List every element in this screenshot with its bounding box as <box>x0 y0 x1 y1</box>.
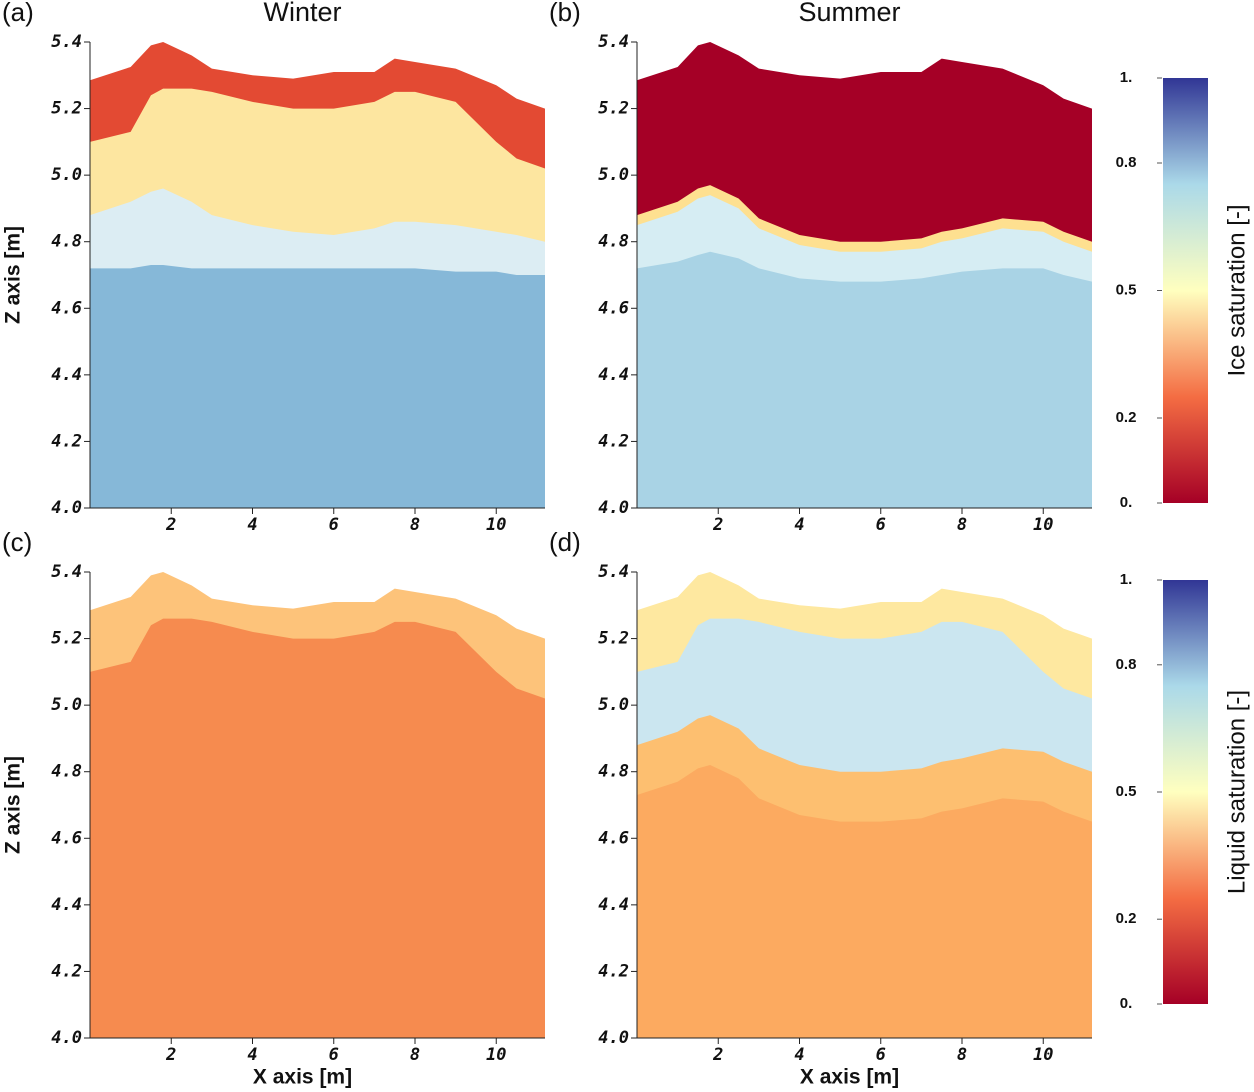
colorbar-tick-label: 0.8 <box>1116 656 1137 673</box>
plot-area <box>90 572 545 1038</box>
colorbar-label: Liquid saturation [-] <box>1223 690 1250 894</box>
layer <box>637 251 1092 508</box>
y-tick-label: 4.0 <box>598 1028 629 1048</box>
x-tick-label: 4 <box>794 1045 804 1065</box>
x-tick-label: 2 <box>165 1045 176 1065</box>
y-tick-label: 4.8 <box>51 232 82 252</box>
y-tick-label: 5.2 <box>598 99 629 119</box>
x-tick-label: 4 <box>247 515 257 535</box>
y-tick-label: 5.2 <box>598 629 629 649</box>
y-tick-label: 4.0 <box>51 1028 82 1048</box>
x-tick-label: 4 <box>794 515 804 535</box>
y-tick-label: 4.4 <box>51 895 82 915</box>
x-tick-label: 2 <box>712 1045 723 1065</box>
colorbar-label: Ice saturation [-] <box>1223 204 1250 376</box>
colorbar-tick-label: 0.8 <box>1116 154 1137 171</box>
layer <box>90 618 545 1038</box>
colorbar-tick-label: 0. <box>1120 494 1133 511</box>
x-tick-label: 8 <box>957 1045 967 1065</box>
y-tick-label: 4.8 <box>51 762 82 782</box>
x-tick-label: 6 <box>329 515 339 535</box>
panel-label: (d) <box>549 527 581 557</box>
plot-area <box>637 572 1092 1038</box>
x-tick-label: 10 <box>1033 1045 1053 1065</box>
y-tick-label: 5.0 <box>51 165 82 185</box>
panel-label: (a) <box>2 0 34 27</box>
x-tick-label: 4 <box>247 1045 257 1065</box>
x-tick-label: 10 <box>486 1045 506 1065</box>
y-tick-label: 4.4 <box>598 895 629 915</box>
x-tick-label: 6 <box>876 1045 886 1065</box>
colorbar-tick-label: 0.2 <box>1116 910 1137 927</box>
colorbar-tick-label: 0.2 <box>1116 409 1137 426</box>
panel-label: (b) <box>549 0 581 27</box>
y-tick-label: 4.6 <box>51 828 82 848</box>
y-tick-label: 5.4 <box>598 32 629 52</box>
plot-area <box>637 42 1092 508</box>
column-title: Winter <box>263 0 341 27</box>
y-axis-label: Z axis [m] <box>2 756 25 854</box>
y-tick-label: 5.4 <box>598 562 629 582</box>
y-tick-label: 5.0 <box>598 165 629 185</box>
colorbar <box>1163 580 1208 1004</box>
y-tick-label: 4.2 <box>598 431 629 451</box>
x-tick-label: 10 <box>486 515 506 535</box>
x-tick-label: 8 <box>410 1045 420 1065</box>
x-tick-label: 6 <box>876 515 886 535</box>
x-tick-label: 8 <box>957 515 967 535</box>
layer <box>90 265 545 508</box>
y-tick-label: 5.2 <box>51 629 82 649</box>
y-tick-label: 4.4 <box>51 365 82 385</box>
y-tick-label: 5.4 <box>51 32 82 52</box>
y-tick-label: 4.2 <box>598 961 629 981</box>
panel-label: (c) <box>2 527 32 557</box>
y-tick-label: 4.2 <box>51 431 82 451</box>
y-axis-label: Z axis [m] <box>2 226 25 324</box>
layer <box>637 765 1092 1038</box>
x-axis-label: X axis [m] <box>253 1066 352 1089</box>
plot-area <box>90 42 545 508</box>
colorbar-tick-label: 0.5 <box>1116 281 1137 298</box>
y-tick-label: 4.8 <box>598 762 629 782</box>
y-tick-label: 5.4 <box>51 562 82 582</box>
colorbar <box>1163 78 1208 503</box>
y-tick-label: 4.0 <box>598 498 629 518</box>
x-tick-label: 8 <box>410 515 420 535</box>
y-tick-label: 4.0 <box>51 498 82 518</box>
y-tick-label: 4.6 <box>598 828 629 848</box>
column-title: Summer <box>798 0 900 27</box>
x-tick-label: 2 <box>165 515 176 535</box>
colorbar-tick-label: 0. <box>1120 995 1133 1012</box>
y-tick-label: 4.4 <box>598 365 629 385</box>
y-tick-label: 5.2 <box>51 99 82 119</box>
y-tick-label: 4.6 <box>598 298 629 318</box>
x-axis-label: X axis [m] <box>800 1066 899 1089</box>
y-tick-label: 5.0 <box>598 695 629 715</box>
y-tick-label: 4.2 <box>51 961 82 981</box>
y-tick-label: 4.8 <box>598 232 629 252</box>
y-tick-label: 4.6 <box>51 298 82 318</box>
x-tick-label: 2 <box>712 515 723 535</box>
x-tick-label: 6 <box>329 1045 339 1065</box>
colorbar-tick-label: 1. <box>1120 571 1133 588</box>
colorbar-tick-label: 1. <box>1120 69 1133 86</box>
y-tick-label: 5.0 <box>51 695 82 715</box>
colorbar-tick-label: 0.5 <box>1116 783 1137 800</box>
x-tick-label: 10 <box>1033 515 1053 535</box>
